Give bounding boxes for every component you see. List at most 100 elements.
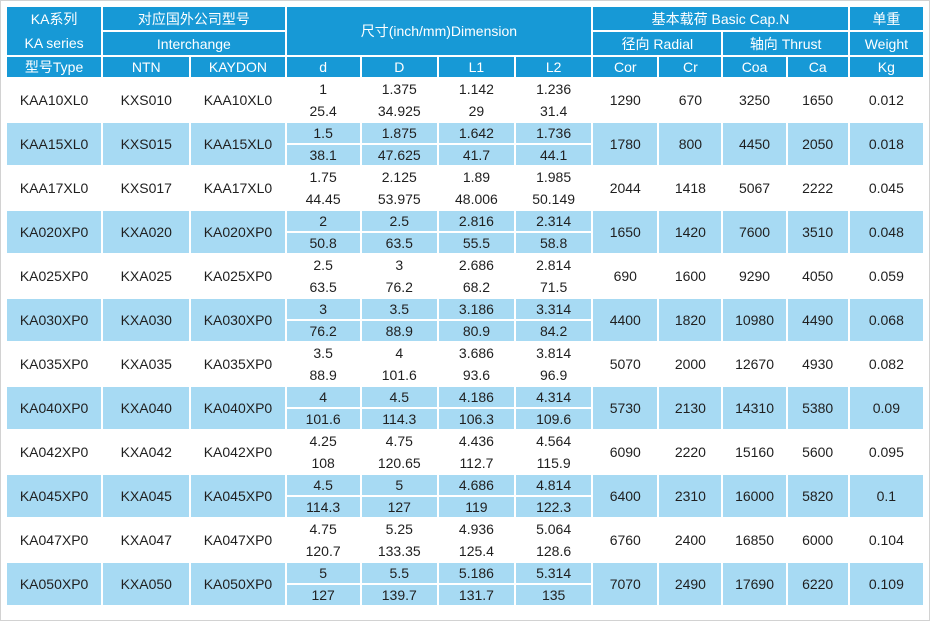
cell-ntn: KXA020 xyxy=(101,209,192,255)
table-row-inch: KA020XP0 KXA020 KA020XP0 2 2.5 2.816 2.314 1650… xyxy=(4,209,926,255)
cell-ntn: KXA042 xyxy=(101,429,192,475)
cell-L2-inch: 4.564 xyxy=(514,429,594,453)
cell-kg: 0.059 xyxy=(847,253,926,299)
cell-cr: 2130 xyxy=(657,385,724,431)
cell-L2-mm: 122.3 xyxy=(514,495,594,519)
cell-D-inch: 1.375 xyxy=(359,77,439,101)
cell-model: KA040XP0 xyxy=(4,385,104,431)
cell-d-inch: 5 xyxy=(284,561,362,585)
cell-d-mm: 114.3 xyxy=(284,495,362,519)
cell-ca: 6220 xyxy=(785,561,850,607)
table-row-mm: 25.4 34.925 29 31.4 xyxy=(6,99,924,123)
table-row-inch: KAA17XL0 KXS017 KAA17XL0 1.75 2.125 1.89 1.985… xyxy=(4,165,926,211)
table-row-mm: 38.1 47.625 41.7 44.1 xyxy=(6,143,924,167)
cell-d-inch: 1 xyxy=(284,77,362,101)
cell-L1-inch: 4.686 xyxy=(436,473,517,497)
cell-cr: 2000 xyxy=(657,341,724,387)
cell-coa: 10980 xyxy=(721,297,788,343)
cell-cor: 5070 xyxy=(591,341,660,387)
cell-coa: 14310 xyxy=(721,385,788,431)
cell-L1-inch: 5.186 xyxy=(436,561,517,585)
cell-cr: 1420 xyxy=(657,209,724,255)
cell-kaydon: KAA15XL0 xyxy=(189,121,287,167)
cell-coa: 12670 xyxy=(721,341,788,387)
cell-ca: 4490 xyxy=(785,297,850,343)
header-row-3: 型号Type NTN KAYDON d D L1 L2 Cor Cr Coa C… xyxy=(4,55,926,79)
cell-D-inch: 4.75 xyxy=(359,429,439,453)
cell-L2-mm: 109.6 xyxy=(514,407,594,431)
cell-D-inch: 1.875 xyxy=(359,121,439,145)
header-row-2: Interchange 径向 Radial 轴向 Thrust Weight xyxy=(6,30,926,57)
cell-coa: 16850 xyxy=(721,517,788,563)
cell-D-mm: 139.7 xyxy=(359,583,439,607)
cell-model: KA045XP0 xyxy=(4,473,104,519)
cell-D-mm: 76.2 xyxy=(359,275,439,299)
cell-kg: 0.048 xyxy=(847,209,926,255)
cell-cr: 800 xyxy=(657,121,724,167)
cell-kaydon: KA025XP0 xyxy=(189,253,287,299)
cell-cr: 670 xyxy=(657,77,724,123)
table-row-inch: KA025XP0 KXA025 KA025XP0 2.5 3 2.686 2.814 690 1… xyxy=(4,253,926,299)
cell-kg: 0.068 xyxy=(847,297,926,343)
cell-L2-mm: 96.9 xyxy=(514,363,594,387)
cell-ca: 6000 xyxy=(785,517,850,563)
cell-d-mm: 108 xyxy=(284,451,362,475)
cell-L2-mm: 115.9 xyxy=(514,451,594,475)
cell-L1-inch: 4.436 xyxy=(436,429,517,453)
col-header-interchange-en: Interchange xyxy=(101,30,287,57)
col-header-interchange-cn: 对应国外公司型号 xyxy=(101,5,287,32)
header-row-1: KA系列 KA series 对应国外公司型号 尺寸(inch/mm)Dimen… xyxy=(4,5,926,57)
cell-d-mm: 44.45 xyxy=(284,187,362,211)
cell-kg: 0.018 xyxy=(847,121,926,167)
cell-d-inch: 4.25 xyxy=(284,429,362,453)
series-label-en: KA series xyxy=(24,35,84,51)
cell-D-mm: 34.925 xyxy=(359,99,439,123)
cell-L1-mm: 93.6 xyxy=(436,363,517,387)
cell-L1-mm: 125.4 xyxy=(436,539,517,563)
cell-D-inch: 2.5 xyxy=(359,209,439,233)
cell-L1-mm: 68.2 xyxy=(436,275,517,299)
col-header-ntn: NTN xyxy=(101,55,192,79)
table-row-mm: 88.9 101.6 93.6 96.9 xyxy=(6,363,924,387)
cell-cor: 5730 xyxy=(591,385,660,431)
cell-model: KA035XP0 xyxy=(4,341,104,387)
cell-model: KAA15XL0 xyxy=(4,121,104,167)
table-row-mm: 108 120.65 112.7 115.9 xyxy=(6,451,924,475)
cell-L2-inch: 3.314 xyxy=(514,297,594,321)
cell-ca: 4930 xyxy=(785,341,850,387)
table-row-inch: KA042XP0 KXA042 KA042XP0 4.25 4.75 4.436 4.564… xyxy=(4,429,926,475)
cell-d-inch: 2.5 xyxy=(284,253,362,277)
cell-coa: 16000 xyxy=(721,473,788,519)
cell-kaydon: KA030XP0 xyxy=(189,297,287,343)
cell-L2-inch: 1.736 xyxy=(514,121,594,145)
cell-ca: 5820 xyxy=(785,473,850,519)
table-row-inch: KA040XP0 KXA040 KA040XP0 4 4.5 4.186 4.314 5730… xyxy=(4,385,926,431)
cell-kaydon: KA047XP0 xyxy=(189,517,287,563)
cell-cor: 7070 xyxy=(591,561,660,607)
cell-L1-mm: 131.7 xyxy=(436,583,517,607)
col-header-L1: L1 xyxy=(436,55,517,79)
cell-D-mm: 101.6 xyxy=(359,363,439,387)
cell-model: KA042XP0 xyxy=(4,429,104,475)
cell-L1-mm: 29 xyxy=(436,99,517,123)
cell-kg: 0.1 xyxy=(847,473,926,519)
cell-ca: 3510 xyxy=(785,209,850,255)
cell-D-mm: 127 xyxy=(359,495,439,519)
cell-cor: 2044 xyxy=(591,165,660,211)
col-header-type: 型号Type xyxy=(4,55,104,79)
col-header-L2: L2 xyxy=(514,55,594,79)
cell-cr: 2310 xyxy=(657,473,724,519)
cell-d-mm: 127 xyxy=(284,583,362,607)
cell-L2-mm: 50.149 xyxy=(514,187,594,211)
cell-d-mm: 101.6 xyxy=(284,407,362,431)
cell-L2-mm: 128.6 xyxy=(514,539,594,563)
cell-ca: 5600 xyxy=(785,429,850,475)
cell-D-mm: 133.35 xyxy=(359,539,439,563)
cell-ca: 4050 xyxy=(785,253,850,299)
col-header-ca: Ca xyxy=(785,55,850,79)
cell-L2-inch: 2.814 xyxy=(514,253,594,277)
cell-kaydon: KA042XP0 xyxy=(189,429,287,475)
cell-L2-mm: 135 xyxy=(514,583,594,607)
cell-D-mm: 63.5 xyxy=(359,231,439,255)
